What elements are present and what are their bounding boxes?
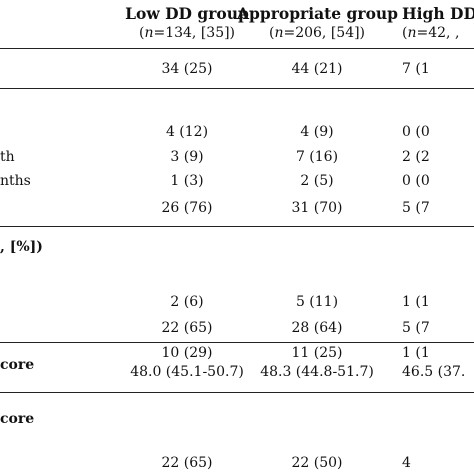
- row-label: nths: [0, 173, 31, 189]
- n-label: n: [274, 25, 284, 41]
- cell-high-dd: 5 (7: [402, 320, 430, 336]
- col-header-low-dd: Low DD group: [125, 4, 249, 23]
- open-paren: (: [402, 25, 408, 41]
- n-label: n: [144, 25, 154, 41]
- col-header-appropriate: Appropriate group: [237, 4, 399, 23]
- cell-low-dd: 26 (76): [161, 200, 213, 216]
- cell-low-dd: 2 (6): [170, 294, 204, 310]
- cell-appropriate: 4 (9): [300, 124, 334, 140]
- n-value: =206, [54]): [283, 25, 366, 41]
- cell-low-dd: 22 (65): [161, 320, 213, 336]
- open-paren: (: [138, 25, 145, 41]
- section-rule: [0, 226, 474, 227]
- header-rule: [0, 48, 474, 49]
- cell-low-dd: 48.0 (45.1-50.7): [130, 364, 244, 380]
- cell-high-dd: 7 (1: [402, 61, 430, 77]
- section-rule: [0, 342, 474, 343]
- cell-appropriate: 2 (5): [300, 173, 334, 189]
- section-label: , [%]): [0, 239, 43, 255]
- cell-high-dd: 1 (1: [402, 345, 430, 361]
- cell-low-dd: 34 (25): [161, 61, 213, 77]
- section-rule: [0, 88, 474, 89]
- cell-low-dd: 3 (9): [170, 149, 204, 165]
- open-paren: (: [268, 25, 275, 41]
- section-label: core: [0, 411, 35, 427]
- cell-appropriate: 7 (16): [295, 149, 339, 165]
- col-subheader-high-dd: (n=42, ,: [402, 26, 459, 40]
- cell-appropriate: 22 (50): [291, 455, 343, 471]
- cell-high-dd: 0 (0: [402, 173, 430, 189]
- n-label: n: [407, 25, 417, 41]
- cell-appropriate: 31 (70): [291, 200, 343, 216]
- cell-low-dd: 10 (29): [161, 345, 213, 361]
- col-subheader-appropriate: (n=206, [54]): [237, 26, 397, 40]
- cell-appropriate: 28 (64): [291, 320, 343, 336]
- cell-low-dd: 1 (3): [170, 173, 204, 189]
- col-subheader-low-dd: (n=134, [35]): [107, 26, 267, 40]
- cell-high-dd: 4: [402, 455, 411, 471]
- cell-appropriate: 5 (11): [295, 294, 339, 310]
- cell-low-dd: 4 (12): [165, 124, 209, 140]
- row-label: th: [0, 149, 15, 165]
- section-label: core: [0, 357, 35, 373]
- cell-appropriate: 48.3 (44.8-51.7): [260, 364, 374, 380]
- cell-high-dd: 0 (0: [402, 124, 430, 140]
- cell-high-dd: 1 (1: [402, 294, 430, 310]
- col-header-high-dd: High DD: [402, 4, 474, 23]
- cell-high-dd: 2 (2: [402, 149, 430, 165]
- n-value: =134, [35]): [153, 25, 236, 41]
- section-rule: [0, 392, 474, 393]
- n-value: =42, ,: [416, 25, 460, 41]
- cell-appropriate: 44 (21): [291, 61, 343, 77]
- cell-high-dd: 46.5 (37.: [402, 364, 466, 380]
- cell-high-dd: 5 (7: [402, 200, 430, 216]
- cell-low-dd: 22 (65): [161, 455, 213, 471]
- cell-appropriate: 11 (25): [291, 345, 343, 361]
